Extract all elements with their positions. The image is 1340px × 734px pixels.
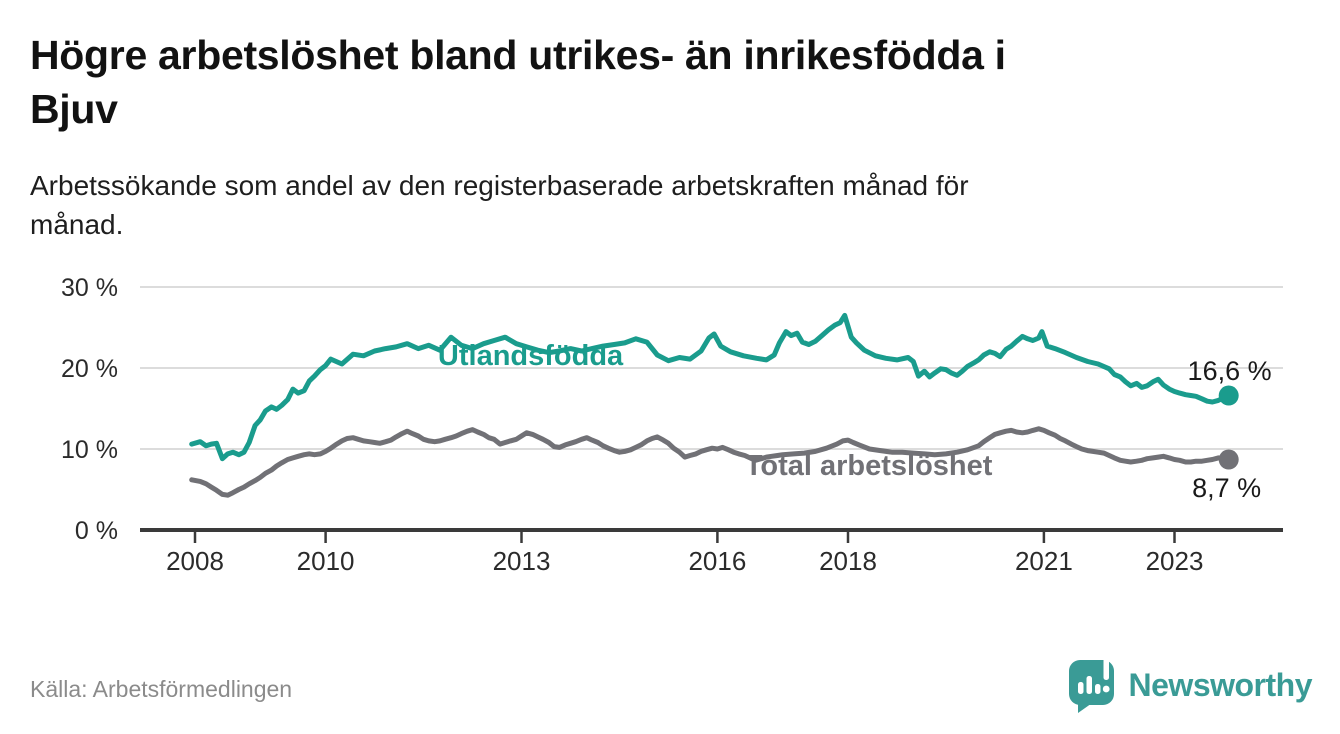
y-axis-tick-label: 30 % [61,274,118,302]
x-axis-tick-label: 2016 [688,546,746,576]
y-axis-tick-label: 10 % [61,436,118,464]
x-axis-tick-label: 2023 [1146,546,1204,576]
newsworthy-logo-icon [1068,658,1114,713]
y-axis-tick-label: 20 % [61,355,118,383]
newsworthy-wordmark: Newsworthy [1128,666,1313,703]
x-axis-tick-label: 2021 [1015,546,1073,576]
page-title: Högre arbetslöshet bland utrikes- än inr… [30,28,1320,136]
newsworthy-brand: Newsworthy [1068,656,1313,714]
series-line-utlandsfodda [189,312,1232,462]
series-end-dot-utlandsfodda [1218,385,1239,406]
chart-subtitle-line1: Arbetssökande som andel av den registerb… [30,170,969,201]
series-end-value-label-total: 8,7 % [1192,473,1261,503]
source-note: Källa: Arbetsförmedlingen [30,676,293,702]
series-line-total [189,426,1232,498]
series-end-value-label-utlandsfodda: 16,6 % [1188,356,1272,386]
series-inline-label-total: Total arbetslöshet [745,450,993,482]
x-axis-tick-label: 2018 [819,546,877,576]
chart-subtitle: Arbetssökande som andel av den registerb… [30,166,1320,244]
y-axis-tick-label: 0 % [75,517,118,545]
chart-subtitle-line2: månad. [30,209,124,240]
series-end-dot-total [1218,449,1239,470]
x-axis-tick-label: 2008 [166,546,224,576]
page-title-line2: Bjuv [30,86,118,132]
page-title-line1: Högre arbetslöshet bland utrikes- än inr… [30,32,1006,78]
unemployment-line-chart: 0 % 10 % 20 % 30 % Utlandsfödda 16,6 % Total a… [61,274,1283,576]
chart-area: 0 % 10 % 20 % 30 % Utlandsfödda 16,6 % Total a… [0,255,1340,590]
x-axis-tick-label: 2013 [493,546,551,576]
series-inline-label-utlandsfodda: Utlandsfödda [438,340,624,372]
x-axis-tick-label: 2010 [297,546,355,576]
